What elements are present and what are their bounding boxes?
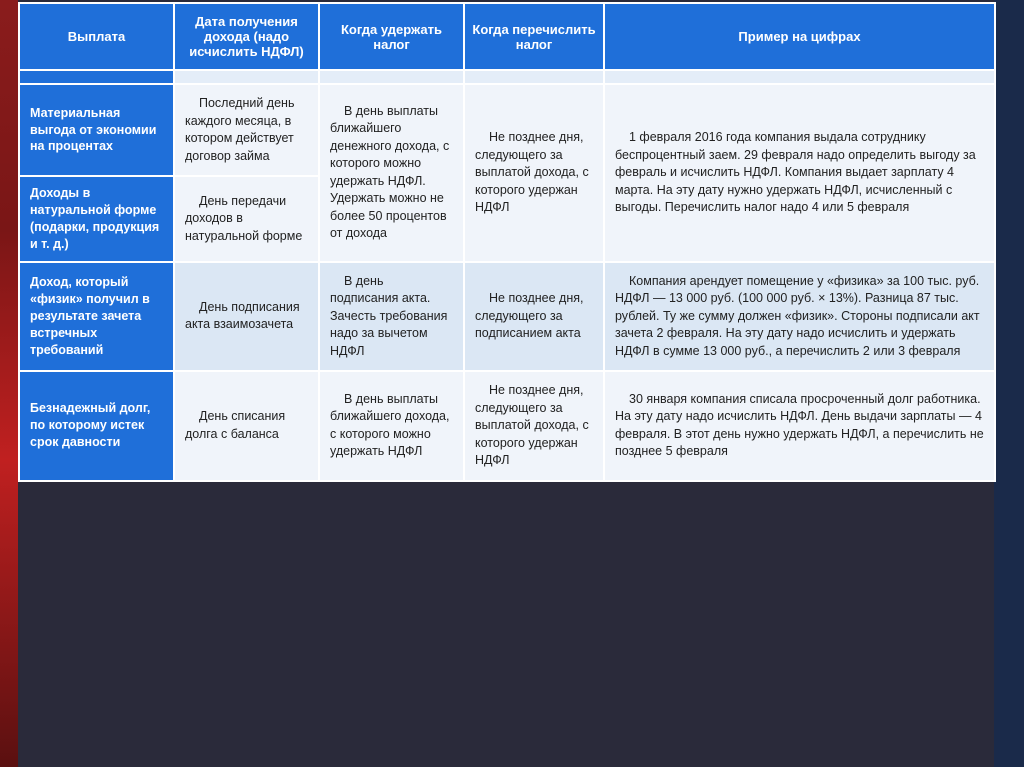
col-header-withhold: Когда удержать налог bbox=[319, 3, 464, 70]
col-header-example: Пример на цифрах bbox=[604, 3, 995, 70]
table-row: Доход, который «физик» получил в результ… bbox=[19, 262, 995, 372]
cell-withhold-group1: В день выплаты ближайшего денежного дохо… bbox=[319, 84, 464, 262]
col-header-payment: Выплата bbox=[19, 3, 174, 70]
rowhead-material-benefit: Материальная выгода от экономии на проце… bbox=[19, 84, 174, 176]
ndfl-table: Выплата Дата получения дохода (надо исчи… bbox=[18, 2, 996, 482]
cell-date-2: День передачи доходов в натуральной форм… bbox=[174, 176, 319, 262]
spacer-row bbox=[19, 70, 995, 84]
cell-withhold-3: В день подписания акта. Зачесть требован… bbox=[319, 262, 464, 372]
cell-example-4: 30 января компания списала просроченный … bbox=[604, 371, 995, 481]
table-row: Безнадежный долг, по которому истек срок… bbox=[19, 371, 995, 481]
rowhead-natural-income: Доходы в натуральной форме (подарки, про… bbox=[19, 176, 174, 262]
cell-transfer-4: Не позднее дня, следующего за выплатой д… bbox=[464, 371, 604, 481]
cell-example-3: Компания арендует помещение у «физика» з… bbox=[604, 262, 995, 372]
cell-date-1: Последний день каждого месяца, в котором… bbox=[174, 84, 319, 176]
cell-withhold-4: В день выплаты ближайшего дохода, с кото… bbox=[319, 371, 464, 481]
rowhead-offset-income: Доход, который «физик» получил в результ… bbox=[19, 262, 174, 372]
col-header-transfer: Когда перечислить налог bbox=[464, 3, 604, 70]
cell-date-4: День списания долга с баланса bbox=[174, 371, 319, 481]
cell-transfer-3: Не позднее дня, следующего за подписание… bbox=[464, 262, 604, 372]
table-header-row: Выплата Дата получения дохода (надо исчи… bbox=[19, 3, 995, 70]
cell-example-group1: 1 февраля 2016 года компания выдала сотр… bbox=[604, 84, 995, 262]
table-row: Материальная выгода от экономии на проце… bbox=[19, 84, 995, 176]
rowhead-bad-debt: Безнадежный долг, по которому истек срок… bbox=[19, 371, 174, 481]
cell-transfer-group1: Не позднее дня, следующего за выплатой д… bbox=[464, 84, 604, 262]
col-header-date: Дата получения дохода (надо исчислить НД… bbox=[174, 3, 319, 70]
ndfl-table-wrap: Выплата Дата получения дохода (надо исчи… bbox=[18, 2, 994, 482]
cell-date-3: День подписания акта взаимозачета bbox=[174, 262, 319, 372]
